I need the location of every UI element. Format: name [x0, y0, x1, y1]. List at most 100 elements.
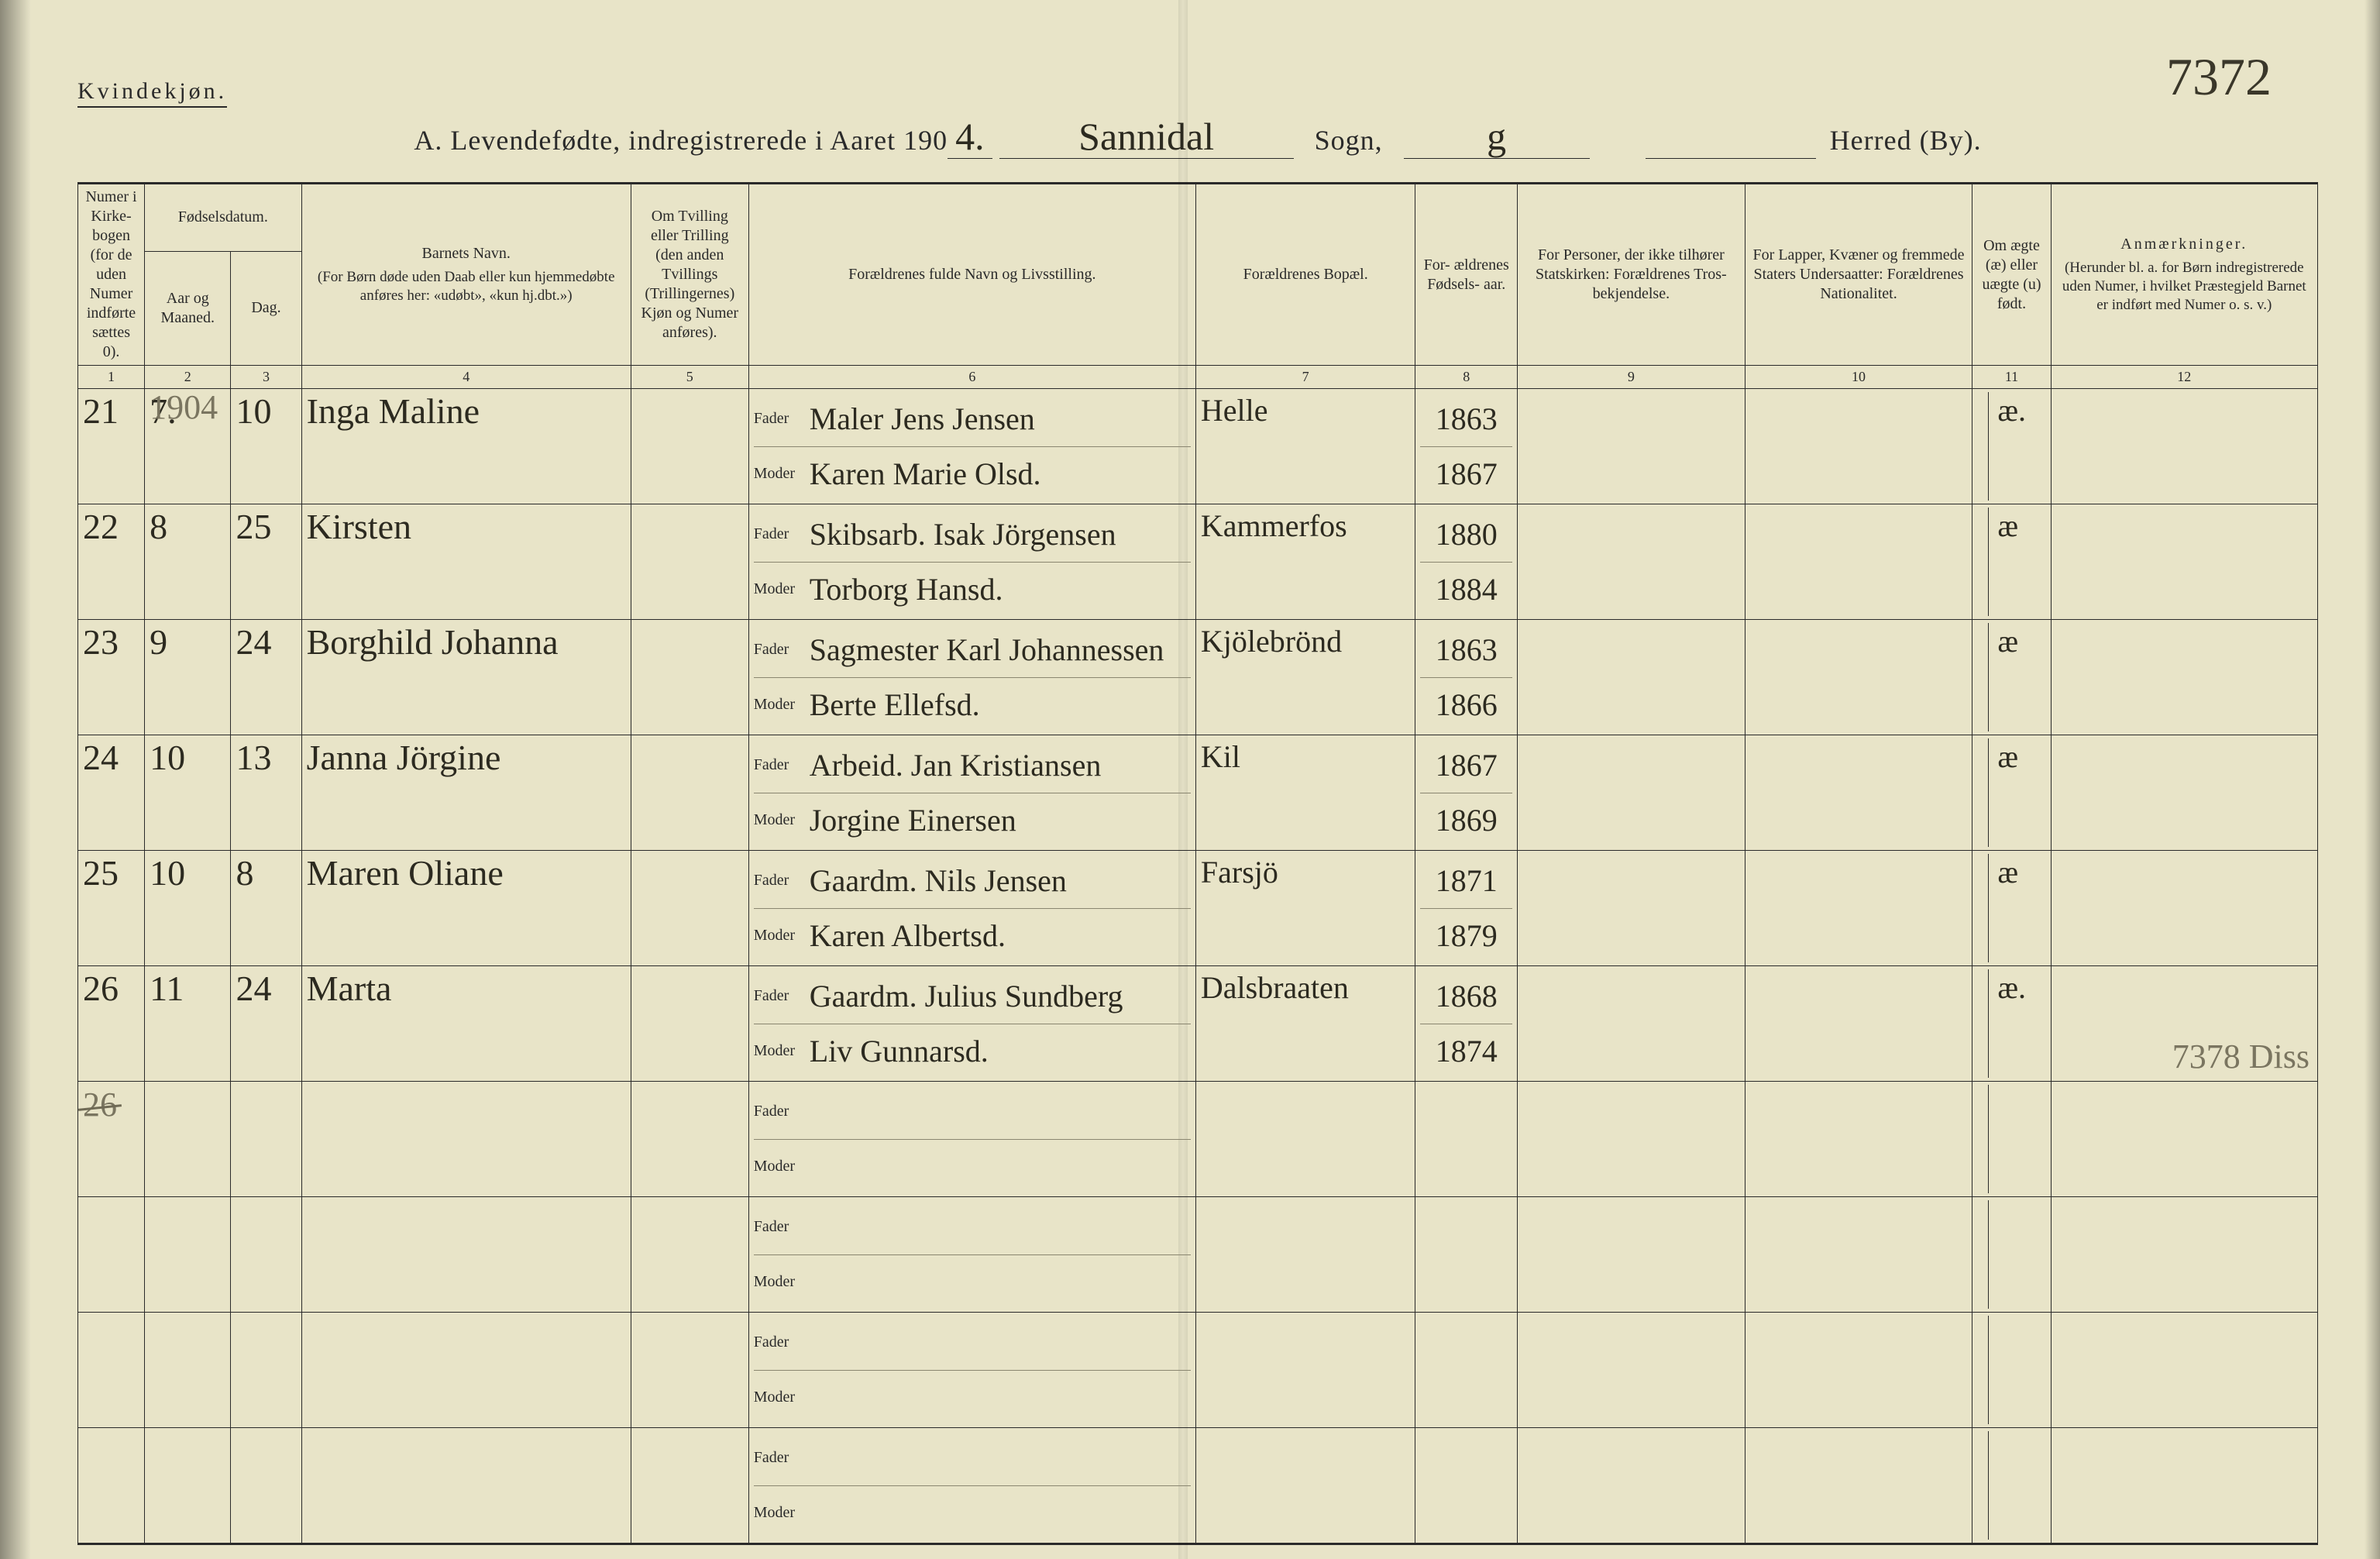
- cell-remarks: [2051, 1428, 2317, 1544]
- legitimacy: æ: [1977, 855, 2018, 890]
- cell-nationality: [1745, 389, 1972, 504]
- cell-name: [301, 1082, 631, 1197]
- cell-num: 24: [78, 735, 145, 851]
- cell-residence: Farsjö: [1195, 851, 1415, 966]
- fader-label: Fader: [754, 872, 810, 890]
- entry-number: 21: [83, 391, 119, 431]
- fader-label: Fader: [754, 1218, 810, 1236]
- day: 13: [236, 738, 271, 777]
- year-suffix: 4.: [948, 115, 992, 159]
- cell-religion: [1518, 851, 1745, 966]
- mother-name: Jorgine Einersen: [810, 802, 1191, 838]
- cell-num: 26: [78, 966, 145, 1082]
- month: 11: [150, 969, 184, 1008]
- cell-legit: [1972, 1082, 2051, 1197]
- cell-name: Marta: [301, 966, 631, 1082]
- cell-twin: [631, 504, 748, 620]
- moder-label: Moder: [754, 1504, 810, 1522]
- cell-day: 24: [231, 620, 301, 735]
- cell-residence: [1195, 1197, 1415, 1313]
- herred-blank: [1646, 125, 1816, 159]
- child-name: Marta: [307, 969, 392, 1008]
- cell-twin: [631, 966, 748, 1082]
- col-header-7: Forældrenes Bopæl.: [1195, 184, 1415, 366]
- column-number-row: 1 2 3 4 5 6 7 8 9 10 11 12: [78, 366, 2318, 389]
- fader-label: Fader: [754, 641, 810, 659]
- cell-residence: Kammerfos: [1195, 504, 1415, 620]
- cell-nationality: [1745, 735, 1972, 851]
- cell-month: 11: [145, 966, 231, 1082]
- cell-name: Borghild Johanna: [301, 620, 631, 735]
- col-header-2: Aar og Maaned.: [145, 251, 231, 366]
- table-row: 25 10 8 Maren Oliane FaderGaardm. Nils J…: [78, 851, 2318, 966]
- label-herred: Herred (By).: [1830, 125, 1982, 156]
- legitimacy: æ: [1977, 624, 2018, 659]
- table-row: 23 9 24 Borghild Johanna FaderSagmester …: [78, 620, 2318, 735]
- cell-twin: [631, 389, 748, 504]
- cell-parents: Fader Moder: [748, 1428, 1195, 1544]
- cell-day: 8: [231, 851, 301, 966]
- cell-legit: æ: [1972, 851, 2051, 966]
- col-header-9: For Personer, der ikke tilhører Statskir…: [1518, 184, 1745, 366]
- child-name: Inga Maline: [307, 391, 480, 431]
- shadow-right: [2365, 0, 2380, 1559]
- month: 10: [150, 738, 185, 777]
- moder-label: Moder: [754, 696, 810, 714]
- cell-day: 10: [231, 389, 301, 504]
- cell-religion: [1518, 1428, 1745, 1544]
- col-header-12-sub: (Herunder bl. a. for Børn indregistrered…: [2056, 259, 2313, 314]
- cell-years: 1867 1869: [1415, 735, 1518, 851]
- cell-parents: Fader Moder: [748, 1197, 1195, 1313]
- father-name: Sagmester Karl Johannessen: [810, 632, 1191, 668]
- cell-num: 26: [78, 1082, 145, 1197]
- cell-day: [231, 1313, 301, 1428]
- day: 10: [236, 391, 271, 431]
- mother-name: Karen Marie Olsd.: [810, 456, 1191, 492]
- month: 8: [150, 507, 167, 546]
- cell-religion: [1518, 1197, 1745, 1313]
- legitimacy: æ.: [1977, 393, 2026, 428]
- cell-nationality: [1745, 504, 1972, 620]
- table-row: 24 10 13 Janna Jörgine FaderArbeid. Jan …: [78, 735, 2318, 851]
- father-name: Gaardm. Julius Sundberg: [810, 978, 1191, 1014]
- table-row: 22 8 25 Kirsten FaderSkibsarb. Isak Jörg…: [78, 504, 2318, 620]
- colnum-1: 1: [78, 366, 145, 389]
- cell-remarks: 7378 Diss: [2051, 966, 2317, 1082]
- cell-remarks: [2051, 504, 2317, 620]
- cell-legit: æ.: [1972, 389, 2051, 504]
- residence: Kammerfos: [1201, 508, 1347, 543]
- cell-month: 10: [145, 735, 231, 851]
- father-name: Skibsarb. Isak Jörgensen: [810, 516, 1191, 552]
- register-page: Kvindekjøn. 7372 A. Levendefødte, indreg…: [0, 0, 2380, 1559]
- entry-number: 23: [83, 622, 119, 662]
- mother-name: Liv Gunnarsd.: [810, 1033, 1191, 1069]
- father-name: Arbeid. Jan Kristiansen: [810, 747, 1191, 783]
- cell-remarks: [2051, 851, 2317, 966]
- cell-name: Janna Jörgine: [301, 735, 631, 851]
- cell-nationality: [1745, 966, 1972, 1082]
- cell-month: 8: [145, 504, 231, 620]
- cell-religion: [1518, 620, 1745, 735]
- cell-years: 1871 1879: [1415, 851, 1518, 966]
- father-name: Gaardm. Nils Jensen: [810, 862, 1191, 899]
- cell-month: 10: [145, 851, 231, 966]
- cell-nationality: [1745, 851, 1972, 966]
- mother-year: 1867: [1436, 456, 1498, 492]
- moder-label: Moder: [754, 811, 810, 829]
- col-header-5: Om Tvilling eller Trilling (den anden Tv…: [631, 184, 748, 366]
- table-row: 26 11 24 Marta FaderGaardm. Julius Sundb…: [78, 966, 2318, 1082]
- entry-number: 24: [83, 738, 119, 777]
- table-row: Fader Moder: [78, 1428, 2318, 1544]
- cell-remarks: [2051, 389, 2317, 504]
- col-header-4: Barnets Navn. (For Børn døde uden Daab e…: [301, 184, 631, 366]
- struck-entry-26: 26: [83, 1086, 117, 1124]
- fader-label: Fader: [754, 525, 810, 543]
- moder-label: Moder: [754, 580, 810, 598]
- cell-day: [231, 1428, 301, 1544]
- father-year: 1868: [1436, 978, 1498, 1014]
- month: 9: [150, 622, 167, 662]
- cell-residence: Helle: [1195, 389, 1415, 504]
- cell-twin: [631, 1082, 748, 1197]
- entry-number: 22: [83, 507, 119, 546]
- colnum-7: 7: [1195, 366, 1415, 389]
